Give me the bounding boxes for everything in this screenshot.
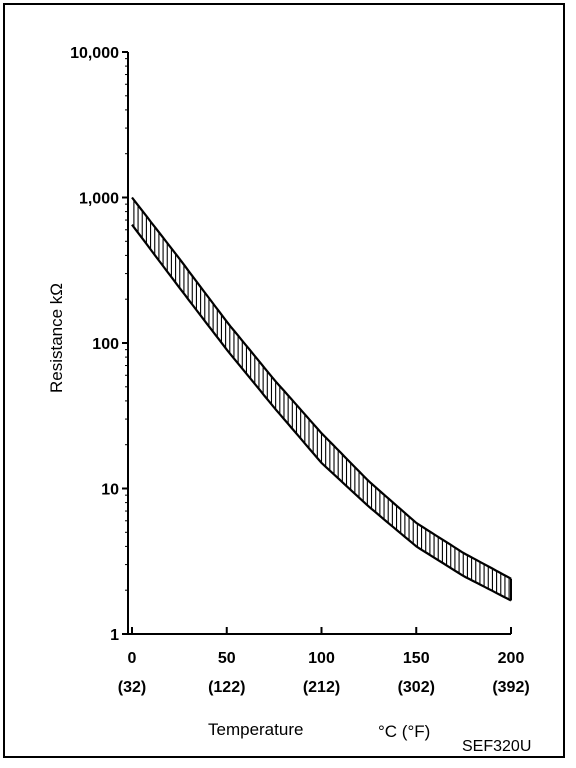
x-tick-label: 100 bbox=[308, 650, 335, 667]
x-tick-sublabel: (32) bbox=[118, 679, 146, 696]
y-tick-label: 10,000 bbox=[70, 45, 119, 62]
x-tick-sublabel: (212) bbox=[303, 679, 340, 696]
resistance-band bbox=[131, 196, 512, 602]
x-tick-label: 50 bbox=[218, 650, 236, 667]
x-tick-label: 0 bbox=[128, 650, 137, 667]
x-tick-label: 150 bbox=[403, 650, 430, 667]
x-axis-title: Temperature bbox=[208, 720, 303, 739]
y-tick-label: 1,000 bbox=[79, 191, 119, 208]
axes bbox=[122, 51, 512, 635]
x-tick-sublabel: (122) bbox=[208, 679, 245, 696]
x-tick-label: 200 bbox=[498, 650, 525, 667]
y-tick-label: 100 bbox=[92, 336, 119, 353]
lower-limit-curve bbox=[131, 224, 512, 602]
figure-frame bbox=[3, 3, 565, 758]
y-tick-label: 10 bbox=[101, 482, 119, 499]
figure-code: SEF320U bbox=[462, 738, 531, 755]
upper-limit-curve bbox=[131, 196, 512, 580]
x-axis-unit: °C (°F) bbox=[378, 722, 430, 741]
y-tick-label: 1 bbox=[110, 627, 119, 644]
y-axis-title: Resistance kΩ bbox=[47, 283, 66, 393]
x-tick-sublabel: (392) bbox=[492, 679, 529, 696]
x-tick-sublabel: (302) bbox=[398, 679, 435, 696]
tick-labels: 1 10 100 1,000 10,000 0 (32) 50 (122) 100 (212) 150… bbox=[70, 45, 530, 696]
